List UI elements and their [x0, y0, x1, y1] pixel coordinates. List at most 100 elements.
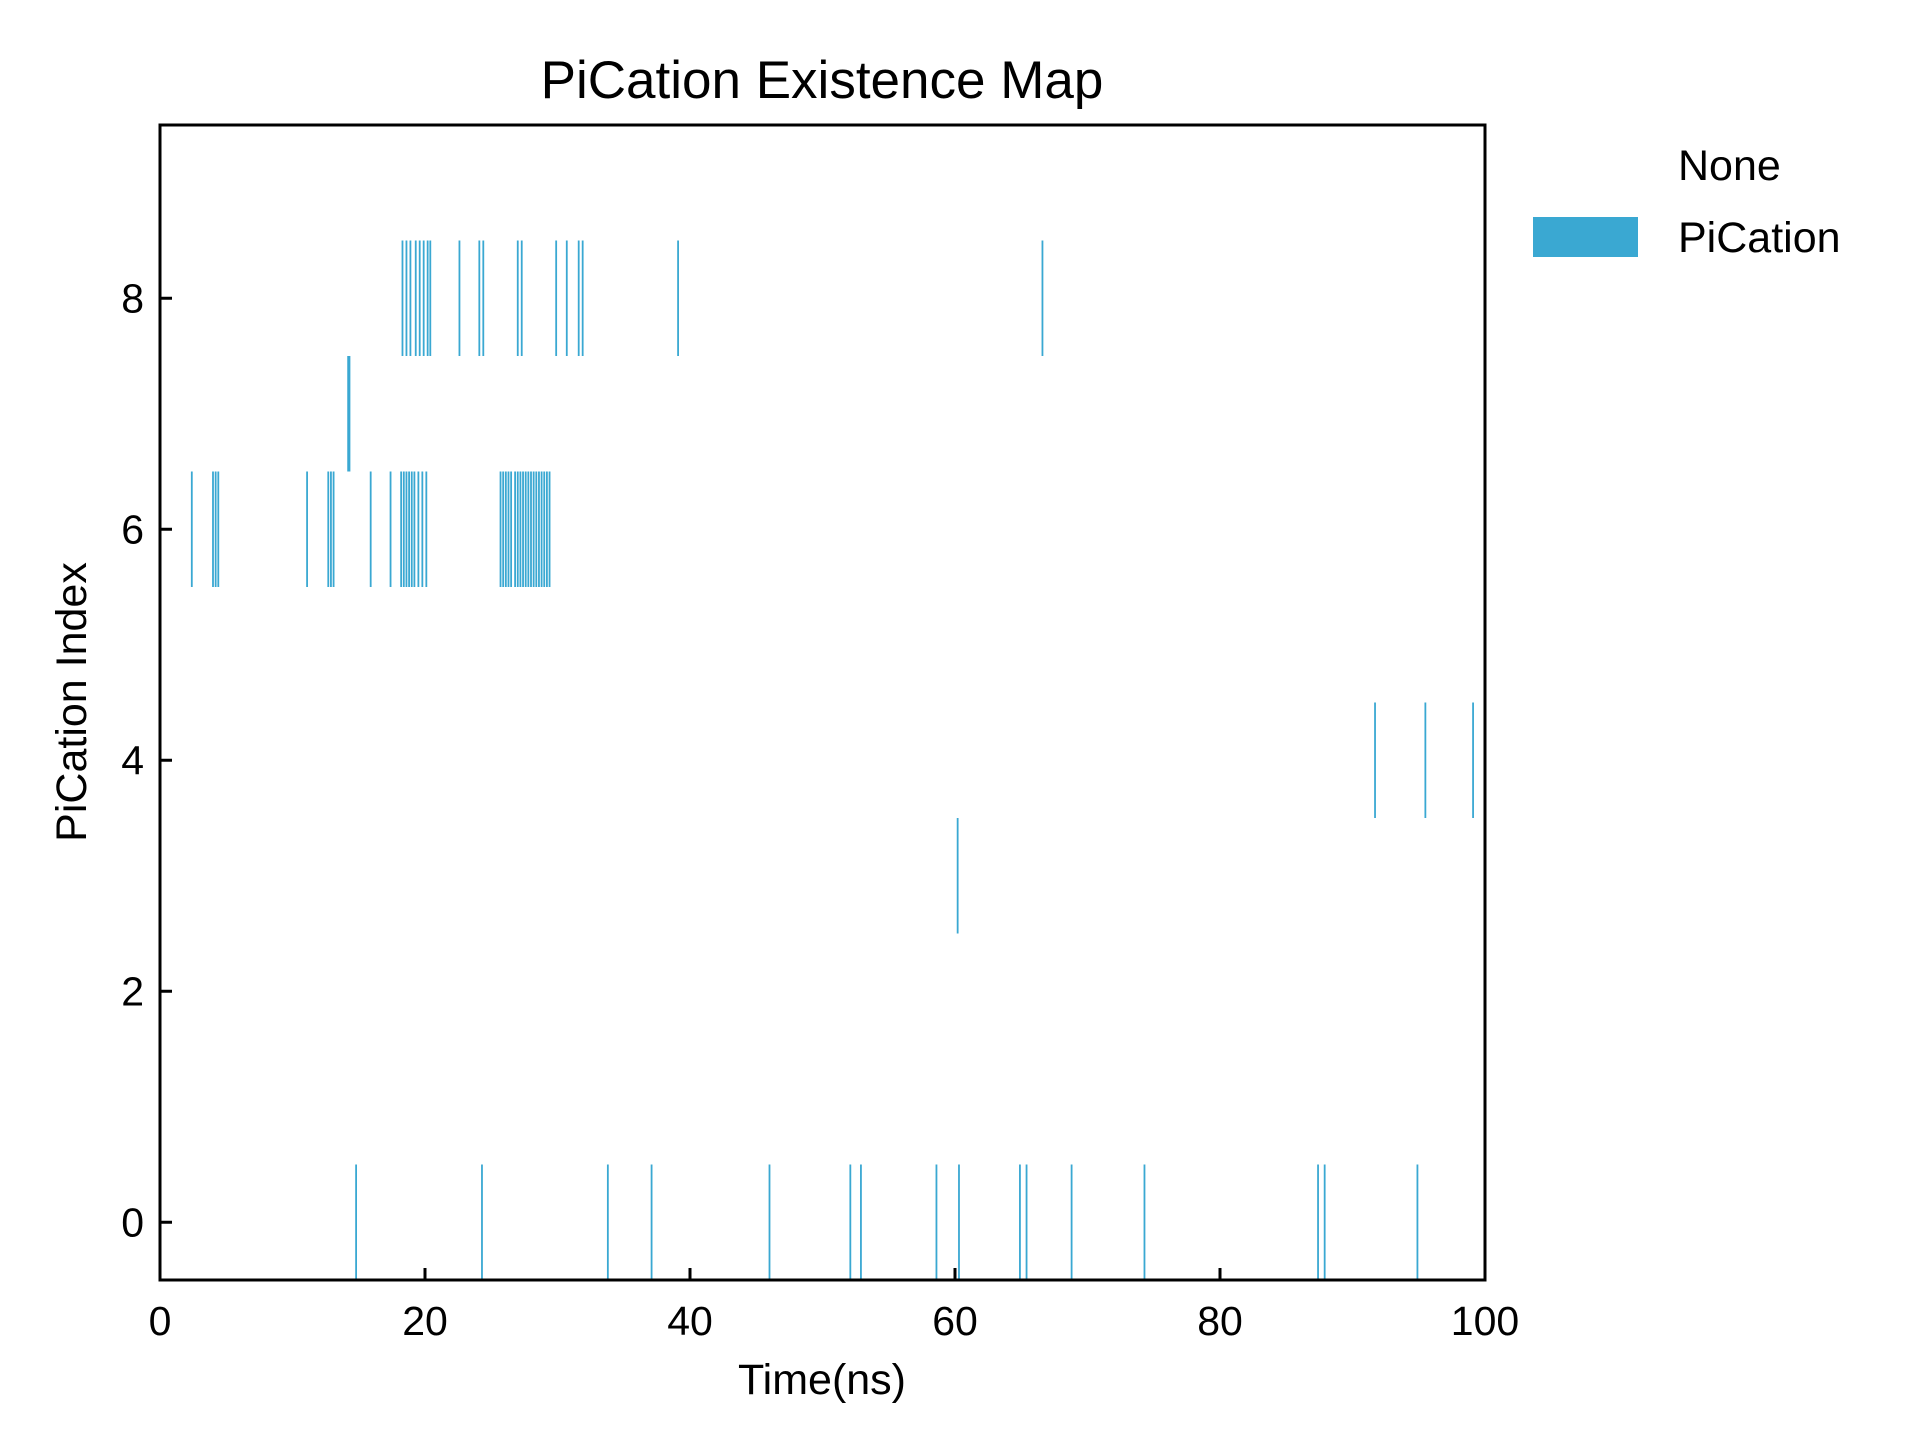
event-mark-index-6 — [421, 471, 424, 587]
plot-frame — [158, 123, 1487, 1282]
event-mark-index-6 — [546, 471, 548, 587]
event-mark-index-6 — [400, 471, 403, 587]
event-mark-index-8 — [426, 240, 429, 356]
event-mark-index-6 — [507, 471, 510, 587]
event-mark-index-6 — [530, 471, 532, 587]
event-mark-index-0 — [768, 1164, 771, 1280]
event-mark-index-8 — [482, 240, 485, 356]
chart-title: PiCation Existence Map — [541, 51, 1104, 110]
event-mark-index-6 — [499, 471, 502, 587]
x-tick-label: 20 — [402, 1298, 448, 1344]
event-mark-index-0 — [481, 1164, 483, 1280]
event-mark-index-6 — [389, 471, 392, 587]
y-axis: 0 2 4 6 8 — [121, 275, 172, 1245]
event-mark-index-0 — [1070, 1164, 1073, 1280]
x-tick-label: 80 — [1197, 1298, 1243, 1344]
event-mark-index-6 — [540, 471, 543, 587]
event-mark-index-6 — [548, 471, 551, 587]
event-mark-index-6 — [535, 471, 538, 587]
event-mark-index-8 — [555, 240, 558, 356]
event-mark-index-6 — [330, 471, 332, 587]
event-mark-index-7 — [348, 356, 351, 472]
event-mark-index-6 — [502, 471, 505, 587]
event-mark-index-6 — [306, 471, 308, 587]
event-mark-index-7 — [347, 356, 350, 472]
event-mark-index-8 — [565, 240, 568, 356]
event-mark-index-6 — [410, 471, 413, 587]
legend-swatch — [1533, 217, 1638, 257]
event-mark-index-6 — [522, 471, 524, 587]
event-mark-index-8 — [429, 240, 432, 356]
event-mark-index-6 — [425, 471, 428, 587]
event-mark-index-8 — [577, 240, 580, 356]
event-mark-index-6 — [413, 471, 416, 587]
event-mark-index-8 — [581, 240, 584, 356]
x-axis: 0 20 40 60 80 100 — [149, 1268, 1519, 1344]
event-mark-index-6 — [504, 471, 507, 587]
event-mark-index-8 — [516, 240, 519, 356]
event-mark-index-0 — [606, 1164, 609, 1280]
event-mark-index-6 — [369, 471, 372, 587]
event-mark-index-0 — [650, 1164, 653, 1280]
event-mark-index-0 — [1323, 1164, 1326, 1280]
x-tick-label: 40 — [667, 1298, 713, 1344]
event-mark-index-6 — [532, 471, 535, 587]
event-mark-index-6 — [327, 471, 330, 587]
event-mark-index-6 — [417, 471, 420, 587]
y-tick-label: 8 — [121, 275, 144, 321]
event-marks — [190, 240, 1474, 1280]
event-mark-index-8 — [422, 240, 425, 356]
y-tick-label: 2 — [121, 968, 144, 1014]
event-mark-index-6 — [217, 471, 220, 587]
event-mark-index-6 — [402, 471, 405, 587]
event-mark-index-4 — [1424, 702, 1427, 818]
event-mark-index-8 — [409, 240, 412, 356]
event-mark-index-6 — [538, 471, 540, 587]
event-mark-index-8 — [677, 240, 679, 356]
x-tick-label: 100 — [1451, 1298, 1519, 1344]
event-mark-index-6 — [524, 471, 527, 587]
legend: None PiCation — [1533, 142, 1841, 262]
event-mark-index-6 — [519, 471, 522, 587]
event-mark-index-8 — [1041, 240, 1044, 356]
event-mark-index-8 — [478, 240, 481, 356]
x-axis-label: Time(ns) — [738, 1356, 906, 1404]
event-mark-index-0 — [1143, 1164, 1146, 1280]
event-mark-index-6 — [543, 471, 546, 587]
event-mark-index-0 — [1317, 1164, 1319, 1280]
x-tick-label: 60 — [932, 1298, 978, 1344]
y-tick-label: 0 — [121, 1199, 144, 1245]
event-mark-index-6 — [514, 471, 516, 587]
event-mark-index-6 — [516, 471, 519, 587]
event-mark-index-0 — [1019, 1164, 1021, 1280]
event-mark-index-0 — [935, 1164, 938, 1280]
legend-swatch — [1533, 145, 1638, 185]
event-mark-index-4 — [1472, 702, 1474, 818]
event-mark-index-0 — [1025, 1164, 1028, 1280]
y-tick-label: 4 — [121, 737, 144, 783]
event-mark-index-6 — [510, 471, 513, 587]
event-mark-index-8 — [414, 240, 417, 356]
event-mark-index-0 — [355, 1164, 357, 1280]
event-mark-index-6 — [332, 471, 335, 587]
event-mark-index-6 — [212, 471, 214, 587]
event-mark-index-8 — [401, 240, 404, 356]
event-mark-index-8 — [405, 240, 408, 356]
y-axis-label: PiCation Index — [48, 562, 96, 842]
legend-label: None — [1678, 142, 1781, 190]
event-mark-index-3 — [956, 818, 959, 934]
event-mark-index-0 — [958, 1164, 960, 1280]
event-mark-index-6 — [408, 471, 410, 587]
event-mark-index-0 — [860, 1164, 862, 1280]
event-mark-index-8 — [520, 240, 523, 356]
y-tick-label: 6 — [121, 506, 144, 552]
event-mark-index-8 — [458, 240, 461, 356]
event-mark-index-6 — [405, 471, 408, 587]
legend-label: PiCation — [1678, 214, 1841, 262]
event-mark-index-4 — [1374, 702, 1376, 818]
event-mark-index-6 — [214, 471, 217, 587]
event-mark-index-0 — [849, 1164, 852, 1280]
event-mark-index-6 — [527, 471, 530, 587]
event-mark-index-0 — [1416, 1164, 1419, 1280]
